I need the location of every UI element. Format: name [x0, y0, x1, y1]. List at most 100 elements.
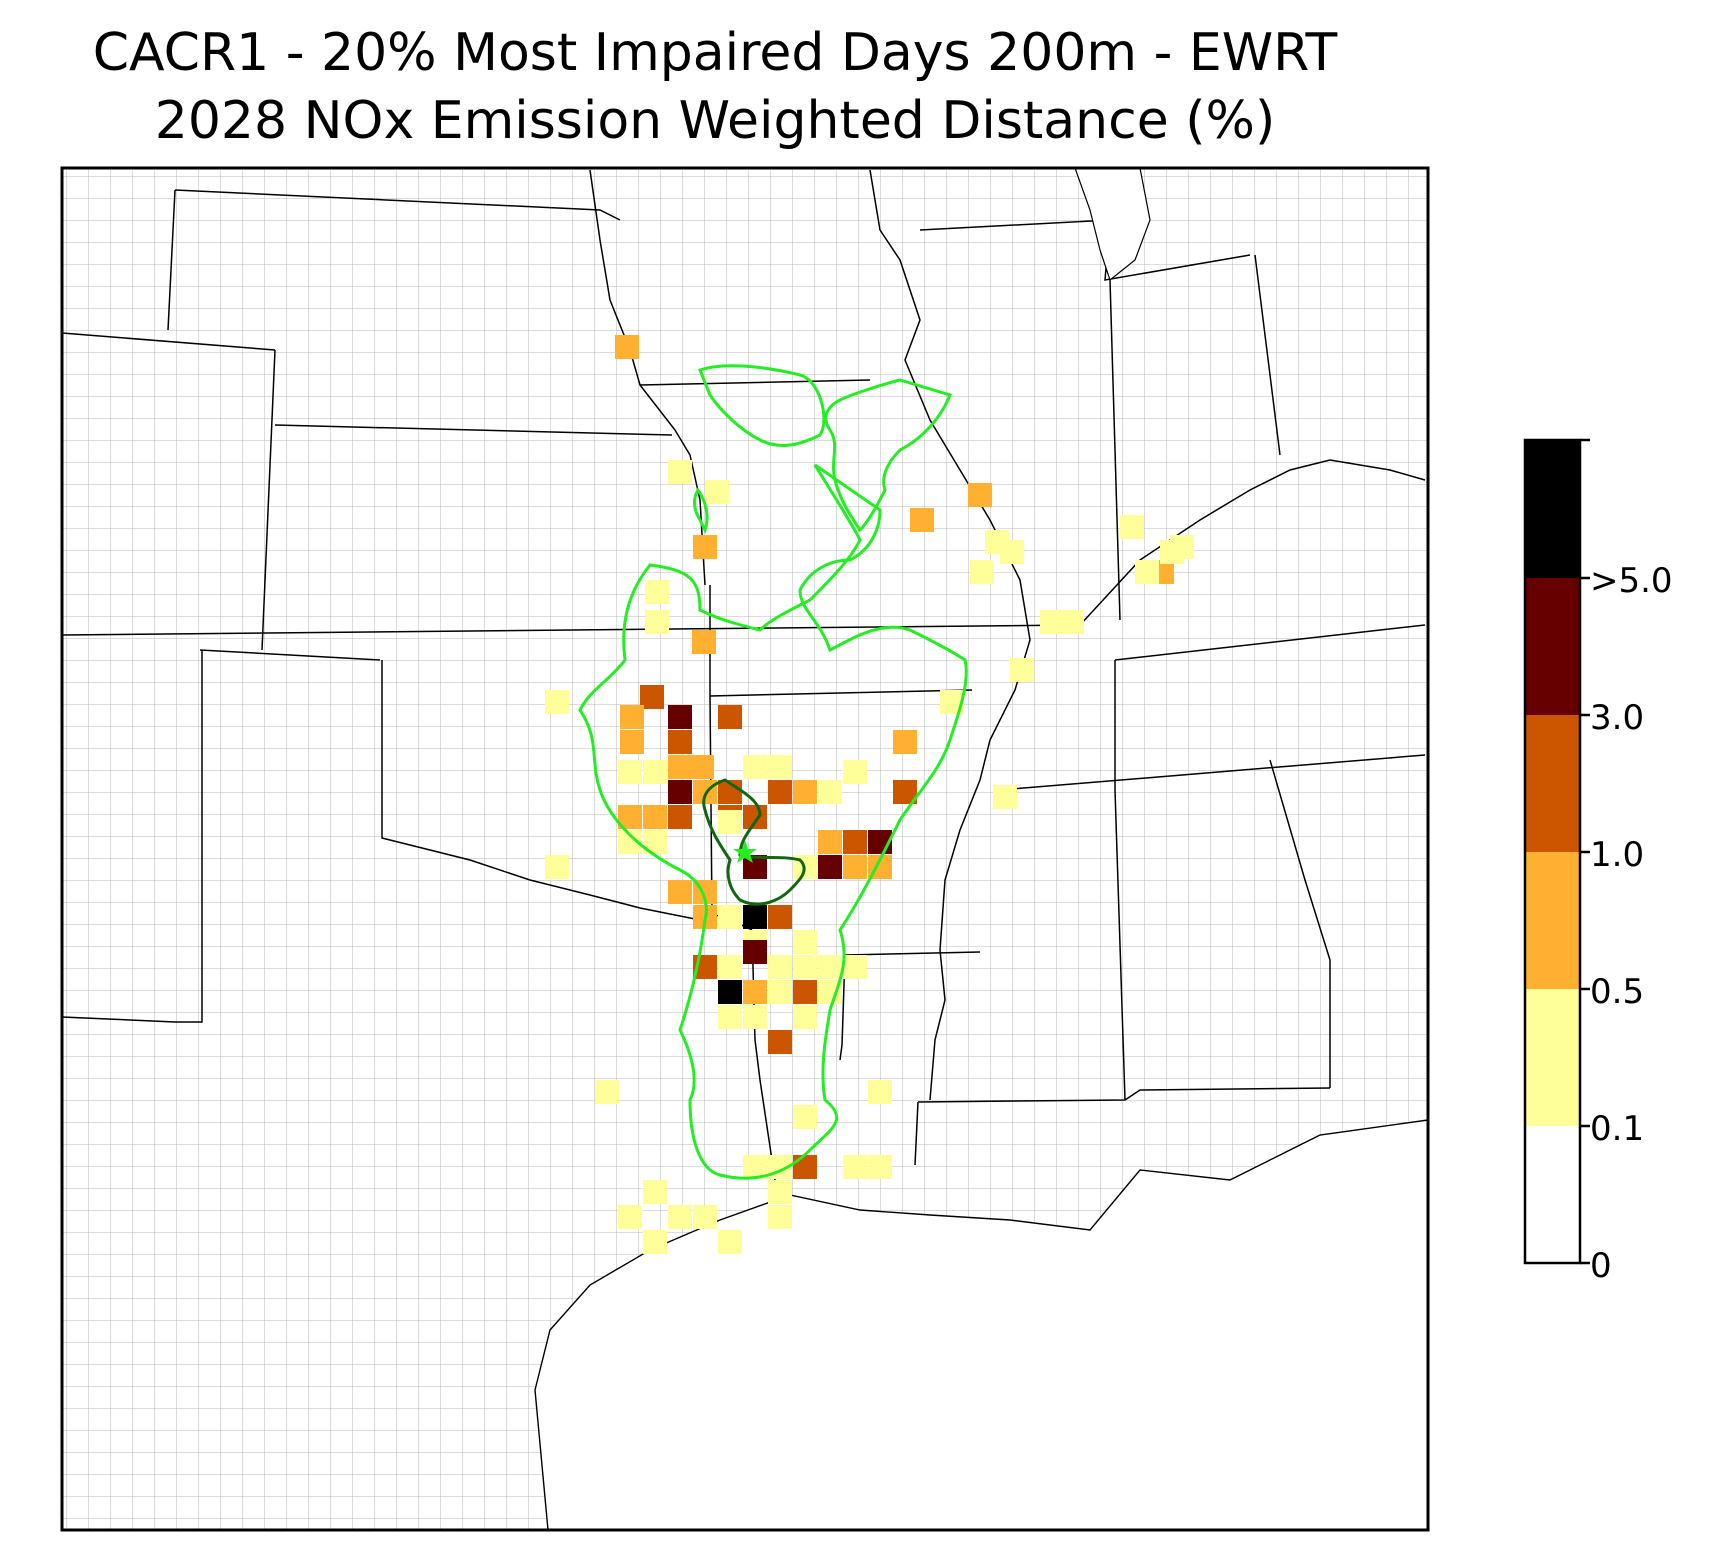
colorbar [1523, 438, 1590, 1265]
emission-cell [718, 1005, 742, 1029]
colorbar-label-05: 0.5 [1590, 972, 1645, 1012]
emission-cell [768, 955, 792, 979]
emission-cell [718, 1230, 742, 1254]
colorbar-segment-1-3 [1525, 715, 1580, 852]
colorbar-label-0: 0 [1590, 1246, 1612, 1286]
emission-cell [793, 955, 817, 979]
emission-cell [910, 508, 934, 532]
emission-cell [793, 1155, 817, 1179]
colorbar-label-1: 1.0 [1590, 835, 1645, 875]
emission-cell [645, 610, 669, 634]
emission-cell [768, 1030, 792, 1054]
emission-cell [768, 1205, 792, 1229]
colorbar-segment-01-05 [1525, 989, 1580, 1126]
lake-michigan [1074, 167, 1151, 282]
emission-cell [768, 905, 792, 929]
emission-cell [620, 730, 644, 754]
emission-cell [545, 855, 569, 879]
emission-cell [970, 560, 994, 584]
colorbar-segment-gt5 [1525, 440, 1580, 578]
emission-cell [843, 760, 867, 784]
colorbar-segment-0-01 [1525, 1126, 1580, 1263]
emission-cell [768, 1180, 792, 1204]
emission-cell [818, 855, 842, 879]
emission-cell [818, 955, 842, 979]
emission-cell [705, 480, 729, 504]
colorbar-segment-05-1 [1525, 852, 1580, 989]
emission-cell [693, 1205, 717, 1229]
emission-cell [668, 460, 692, 484]
outer-contour-north [698, 364, 826, 447]
colorbar-segment-3-5 [1525, 578, 1580, 715]
emission-cell [843, 955, 867, 979]
colorbar-label-01: 0.1 [1590, 1109, 1645, 1149]
emission-cell [1135, 560, 1159, 584]
map-frame [60, 166, 1430, 1532]
emission-cell [868, 1080, 892, 1104]
emission-cell [1010, 658, 1034, 682]
emission-cell [618, 1205, 642, 1229]
emission-cell [668, 705, 692, 729]
inner-contour [702, 778, 806, 906]
emission-cell [768, 780, 792, 804]
emission-cell [668, 880, 692, 904]
emission-cell [843, 1155, 867, 1179]
emission-cell [768, 980, 792, 1004]
emission-cell [718, 955, 742, 979]
star-icon [733, 840, 757, 863]
emission-cell [668, 1205, 692, 1229]
emission-cell [718, 905, 742, 929]
emission-cell [743, 805, 767, 829]
emission-cell [645, 580, 669, 604]
emission-cell [843, 830, 867, 854]
map-title-line-1: CACR1 - 20% Most Impaired Days 200m - EW… [92, 23, 1338, 83]
emission-cell [668, 780, 692, 804]
emission-cell [718, 810, 742, 834]
emission-cell [643, 760, 667, 784]
emission-cell [643, 1230, 667, 1254]
emission-cell [1120, 515, 1144, 539]
emission-cell [793, 780, 817, 804]
emission-cell [545, 690, 569, 714]
emission-cell [993, 785, 1017, 809]
outer-contour-northeast [824, 378, 953, 533]
outer-contour-main [578, 463, 968, 1180]
emission-cell [668, 730, 692, 754]
emission-cell [793, 1005, 817, 1029]
colorbar-label-gt5: >5.0 [1590, 561, 1673, 601]
emission-cell [818, 830, 842, 854]
emission-cell [643, 1180, 667, 1204]
emission-cell [793, 930, 817, 954]
emission-cell [1000, 540, 1024, 564]
emission-cell [615, 335, 639, 359]
emission-cell [893, 730, 917, 754]
emission-cell [743, 940, 767, 964]
emission-cell [743, 980, 767, 1004]
outer-contour-small [692, 487, 709, 534]
emission-cell [768, 755, 792, 779]
emission-cell [692, 630, 716, 654]
emission-cell [643, 805, 667, 829]
emission-cell [595, 1080, 619, 1104]
emission-cell [968, 483, 992, 507]
colorbar-label-3: 3.0 [1590, 698, 1645, 738]
emission-cell [818, 780, 842, 804]
emission-cell [868, 1155, 892, 1179]
map-title-line-2: 2028 NOx Emission Weighted Distance (%) [154, 91, 1276, 151]
emission-cell [1170, 535, 1194, 559]
emission-cell [743, 755, 767, 779]
emission-cell [743, 1005, 767, 1029]
emission-cell [668, 755, 692, 779]
emission-cell [843, 855, 867, 879]
emission-cell [620, 705, 644, 729]
emission-cell [693, 535, 717, 559]
emission-cell [793, 1105, 817, 1129]
emission-cell [793, 980, 817, 1004]
emission-cell [743, 905, 767, 929]
emission-cell [718, 980, 742, 1004]
emission-cell [718, 705, 742, 729]
emission-cell [1060, 610, 1084, 634]
emission-cell [690, 755, 714, 779]
emission-cell [618, 760, 642, 784]
